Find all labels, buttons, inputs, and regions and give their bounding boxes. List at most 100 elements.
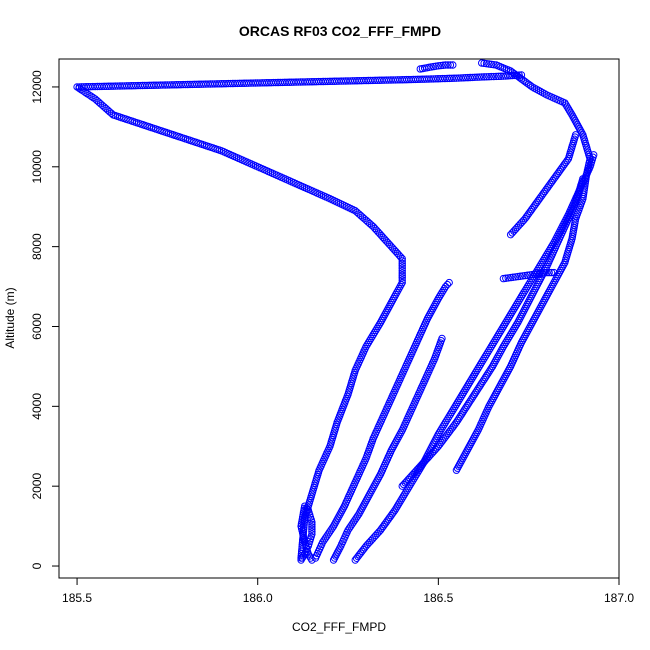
data-point (308, 530, 316, 538)
data-point (436, 74, 445, 83)
series-7 (499, 268, 558, 283)
data-point (514, 298, 522, 307)
data-point (485, 346, 493, 355)
data-point (434, 62, 443, 70)
data-point (450, 404, 458, 413)
data-point (391, 506, 399, 514)
data-point (511, 302, 520, 311)
data-point (505, 332, 514, 341)
data-point (455, 74, 463, 82)
data-point (452, 74, 461, 82)
data-point (369, 330, 378, 339)
data-point (590, 151, 598, 159)
series-8 (416, 61, 457, 73)
data-point (402, 488, 410, 496)
data-point (487, 60, 496, 69)
data-point (467, 376, 475, 385)
data-point (520, 288, 528, 297)
data-point (526, 81, 535, 90)
data-point (439, 61, 447, 69)
data-point (398, 494, 406, 502)
data-point (298, 554, 306, 562)
data-point (492, 334, 500, 343)
data-point (486, 344, 494, 353)
data-point (451, 402, 459, 411)
data-point (482, 372, 491, 380)
data-point (506, 273, 515, 282)
data-point (437, 426, 445, 434)
data-point (482, 73, 491, 81)
data-point (481, 352, 490, 361)
data-point (512, 300, 521, 309)
data-point (366, 336, 374, 345)
data-point (516, 294, 524, 303)
data-point (456, 394, 464, 403)
x-axis: 185.5 186.0 186.5 187.0 (62, 577, 634, 605)
series-3 (311, 278, 453, 562)
data-point (446, 61, 455, 69)
data-point (464, 380, 473, 389)
data-point (465, 378, 474, 387)
data-point (550, 268, 558, 277)
data-point (488, 340, 497, 349)
data-point (502, 274, 510, 282)
x-tick-label: 186.5 (423, 591, 453, 605)
data-point (504, 314, 512, 323)
data-point (398, 264, 406, 272)
data-point (403, 486, 411, 494)
data-point (502, 318, 510, 327)
data-point (567, 109, 575, 117)
data-point (367, 334, 375, 343)
data-point (475, 73, 484, 81)
data-point (535, 269, 544, 278)
data-points (73, 59, 598, 564)
data-point (534, 264, 543, 273)
data-point (505, 312, 514, 321)
data-point (499, 72, 508, 80)
data-point (304, 550, 312, 558)
data-point (508, 328, 516, 337)
data-point (524, 280, 533, 289)
data-point (468, 73, 477, 82)
data-point (308, 527, 316, 536)
data-point (480, 59, 488, 68)
data-point (297, 556, 305, 564)
data-point (547, 268, 556, 277)
data-point (452, 418, 461, 426)
data-point (446, 410, 455, 419)
data-point (398, 276, 406, 284)
data-point (487, 72, 496, 81)
data-point (545, 268, 553, 277)
data-point (526, 271, 534, 279)
data-point (509, 326, 517, 335)
data-point (368, 332, 376, 341)
data-point (486, 366, 494, 374)
data-point (510, 324, 518, 333)
data-point (439, 286, 447, 295)
data-point (459, 407, 468, 415)
y-tick-label: 4000 (30, 393, 44, 420)
data-point (434, 430, 443, 438)
data-point (496, 328, 504, 337)
data-point (528, 270, 536, 279)
data-point (498, 324, 506, 333)
data-point (478, 73, 486, 81)
data-point (476, 360, 485, 369)
data-point (482, 59, 491, 68)
data-point (462, 384, 470, 393)
data-point (526, 278, 534, 287)
data-point (465, 398, 474, 406)
data-point (394, 500, 403, 508)
data-point (543, 268, 551, 277)
data-point (497, 326, 505, 335)
data-point (308, 523, 316, 531)
data-point (458, 390, 467, 399)
data-point (364, 338, 373, 347)
data-point (457, 392, 465, 401)
data-point (439, 422, 447, 430)
data-point (501, 72, 510, 80)
series-5 (351, 151, 598, 564)
data-point (443, 416, 451, 425)
data-point (491, 336, 499, 345)
data-point (523, 271, 532, 279)
